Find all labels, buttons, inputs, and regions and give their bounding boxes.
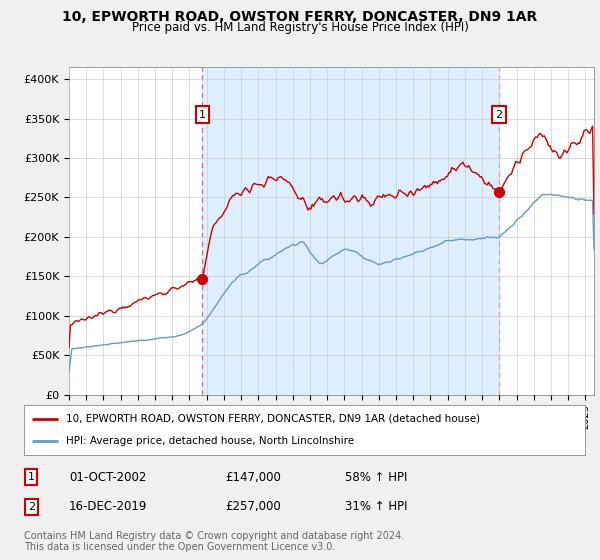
- Text: 2: 2: [28, 502, 35, 512]
- Text: 16-DEC-2019: 16-DEC-2019: [69, 500, 148, 514]
- Text: Price paid vs. HM Land Registry's House Price Index (HPI): Price paid vs. HM Land Registry's House …: [131, 21, 469, 34]
- Bar: [202, 67, 499, 395]
- Text: 2: 2: [495, 110, 502, 120]
- Text: 58% ↑ HPI: 58% ↑ HPI: [345, 470, 407, 484]
- Text: 01-OCT-2002: 01-OCT-2002: [69, 470, 146, 484]
- Text: Contains HM Land Registry data © Crown copyright and database right 2024.
This d: Contains HM Land Registry data © Crown c…: [24, 531, 404, 553]
- Text: 1: 1: [199, 110, 206, 120]
- Text: £257,000: £257,000: [225, 500, 281, 514]
- Text: 10, EPWORTH ROAD, OWSTON FERRY, DONCASTER, DN9 1AR: 10, EPWORTH ROAD, OWSTON FERRY, DONCASTE…: [62, 10, 538, 24]
- Text: 1: 1: [28, 472, 35, 482]
- Text: 31% ↑ HPI: 31% ↑ HPI: [345, 500, 407, 514]
- Text: HPI: Average price, detached house, North Lincolnshire: HPI: Average price, detached house, Nort…: [66, 436, 354, 446]
- Text: 10, EPWORTH ROAD, OWSTON FERRY, DONCASTER, DN9 1AR (detached house): 10, EPWORTH ROAD, OWSTON FERRY, DONCASTE…: [66, 414, 480, 424]
- Text: £147,000: £147,000: [225, 470, 281, 484]
